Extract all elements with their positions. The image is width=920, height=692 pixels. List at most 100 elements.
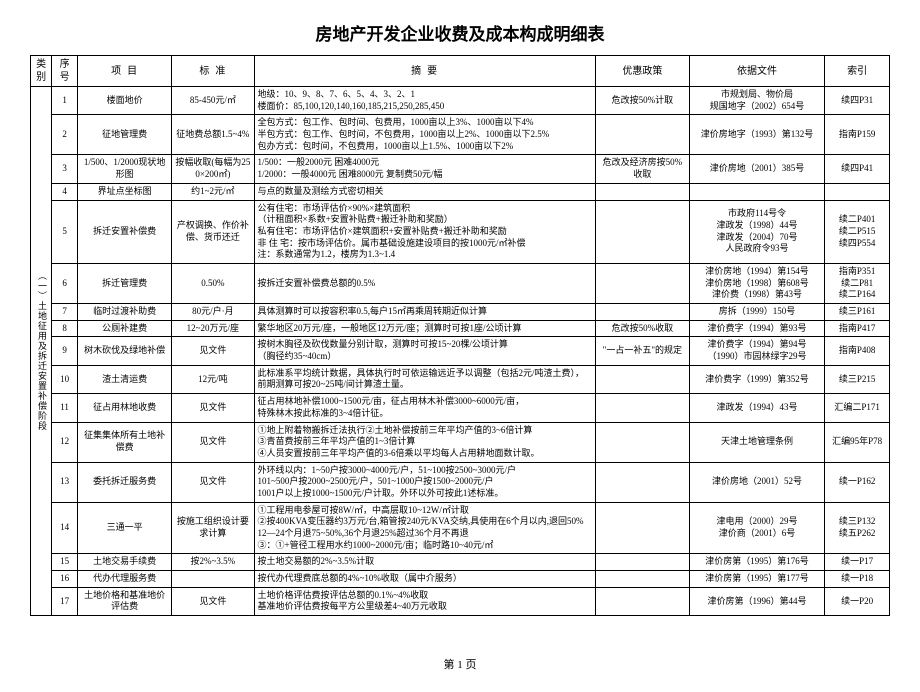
cell-idx: 17: [52, 587, 78, 615]
cell-desc: 具体测算时可以按容积率0.5,每户15㎡再乘周转期近似计算: [254, 304, 595, 321]
cell-desc: ①工程用电参屋可按8W/㎡，中高层取10~12W/㎡计取②按400KVA变压器约…: [254, 502, 595, 554]
cell-ref: 汇编95年P78: [825, 422, 890, 462]
cell-pol: [595, 263, 689, 303]
cell-doc: 津价费字（1994）第93号: [689, 320, 824, 337]
cell-item: 树木砍伐及绿地补偿: [78, 337, 172, 365]
cell-desc: 按土地交易额的2%~3.5%计取: [254, 554, 595, 571]
cell-doc: 津电用（2000）29号津价商（2001）6号: [689, 502, 824, 554]
category-cell: （一）土地征用及拆迁安置补偿阶段: [31, 87, 52, 616]
cell-ref: 指南P417: [825, 320, 890, 337]
cell-idx: 11: [52, 394, 78, 422]
cell-std: [172, 571, 254, 588]
cell-desc: 按树木胸径及砍伐数量分别计取，测算时可按15~20棵/公顷计算（胸径约35~40…: [254, 337, 595, 365]
cell-desc: 征占用林地补偿1000~1500元/亩，征占用林木补偿3000~6000元/亩，…: [254, 394, 595, 422]
table-row: 6拆迁管理费0.50%按拆迁安置补偿费总额的0.5%津价房地（1994）第154…: [31, 263, 890, 303]
cell-std: 见文件: [172, 462, 254, 502]
cell-pol: [595, 587, 689, 615]
cell-pol: 危改按50%收取: [595, 320, 689, 337]
th-desc: 摘要: [254, 56, 595, 87]
cell-doc: 津政发（1994）43号: [689, 394, 824, 422]
cell-doc: 房拆（1999）150号: [689, 304, 824, 321]
cell-doc: 津价房地（2001）385号: [689, 155, 824, 183]
cell-idx: 6: [52, 263, 78, 303]
cell-ref: 续二P401续二P515续四P554: [825, 200, 890, 263]
table-row: 11征占用林地收费见文件征占用林地补偿1000~1500元/亩，征占用林木补偿3…: [31, 394, 890, 422]
table-row: 4界址点坐标图约1~2元/㎡与点的数量及测绘方式密切相关: [31, 183, 890, 200]
cell-ref: 续一P162: [825, 462, 890, 502]
cell-pol: [595, 394, 689, 422]
cell-doc: 津价房第（1995）第176号: [689, 554, 824, 571]
cell-idx: 12: [52, 422, 78, 462]
th-cat: 类别: [31, 56, 52, 87]
page-title: 房地产开发企业收费及成本构成明细表: [30, 20, 890, 45]
cell-item: 界址点坐标图: [78, 183, 172, 200]
cell-item: 代办代理服务费: [78, 571, 172, 588]
table-row: 2征地管理费征地费总额1.5~4%全包方式：包工作、包时间、包费用，1000亩以…: [31, 115, 890, 155]
cell-pol: "一占一补五"的规定: [595, 337, 689, 365]
cell-desc: 公有住宅：市场评估价×90%×建筑面积（计租面积×系数+安置补贴费+搬迁补助和奖…: [254, 200, 595, 263]
cell-pol: [595, 571, 689, 588]
cell-pol: [595, 502, 689, 554]
cell-idx: 2: [52, 115, 78, 155]
cell-idx: 8: [52, 320, 78, 337]
cell-std: 见文件: [172, 394, 254, 422]
cell-idx: 3: [52, 155, 78, 183]
cell-ref: 指南P351续二P81续二P164: [825, 263, 890, 303]
cell-doc: 津价房地字（1993）第132号: [689, 115, 824, 155]
cell-idx: 4: [52, 183, 78, 200]
cell-idx: 13: [52, 462, 78, 502]
cell-std: 见文件: [172, 337, 254, 365]
th-ref: 索引: [825, 56, 890, 87]
cell-item: 三通一平: [78, 502, 172, 554]
cell-std: 12~20万元/座: [172, 320, 254, 337]
table-row: （一）土地征用及拆迁安置补偿阶段1楼面地价85-450元/㎡地级：10、9、8、…: [31, 87, 890, 115]
cell-pol: [595, 422, 689, 462]
cell-doc: 市规划局、物价局规国地字（2002）654号: [689, 87, 824, 115]
cell-ref: 续一P17: [825, 554, 890, 571]
cell-desc: 地级：10、9、8、7、6、5、4、3、2、1楼面价：85,100,120,14…: [254, 87, 595, 115]
cell-item: 拆迁安置补偿费: [78, 200, 172, 263]
table-row: 12征集集体所有土地补偿费见文件①地上附着物搬拆迁法执行②土地补偿按前三年平均产…: [31, 422, 890, 462]
cell-pol: [595, 304, 689, 321]
cell-std: 约1~2元/㎡: [172, 183, 254, 200]
cell-doc: 津价房第（1995）第177号: [689, 571, 824, 588]
table-row: 5拆迁安置补偿费产权调换、作价补偿、货币还迁公有住宅：市场评估价×90%×建筑面…: [31, 200, 890, 263]
table-row: 15土地交易手续费按2%~3.5%按土地交易额的2%~3.5%计取津价房第（19…: [31, 554, 890, 571]
cell-item: 土地价格和基准地价评估费: [78, 587, 172, 615]
cell-item: 公厕补建费: [78, 320, 172, 337]
cell-desc: ①地上附着物搬拆迁法执行②土地补偿按前三年平均产值的3~6倍计算③青苗费按前三年…: [254, 422, 595, 462]
cell-pol: [595, 365, 689, 393]
cell-ref: 续一P18: [825, 571, 890, 588]
cell-idx: 15: [52, 554, 78, 571]
th-doc: 依据文件: [689, 56, 824, 87]
cell-ref: 续一P20: [825, 587, 890, 615]
cell-std: 80元/户·月: [172, 304, 254, 321]
cell-pol: 危改及经济房按50%收取: [595, 155, 689, 183]
cell-idx: 16: [52, 571, 78, 588]
cell-idx: 14: [52, 502, 78, 554]
cell-item: 临时过渡补助费: [78, 304, 172, 321]
table-row: 8公厕补建费12~20万元/座繁华地区20万元/座，一般地区12万元/座；测算时…: [31, 320, 890, 337]
page-footer: 第 1 页: [30, 656, 890, 672]
cell-std: 12元/吨: [172, 365, 254, 393]
cell-desc: 全包方式：包工作、包时间、包费用，1000亩以上3%、1000亩以下4%半包方式…: [254, 115, 595, 155]
cell-ref: 续四P41: [825, 155, 890, 183]
cell-ref: 续四P31: [825, 87, 890, 115]
cell-desc: 按拆迁安置补偿费总额的0.5%: [254, 263, 595, 303]
cell-desc: 外环线以内：1~50户按3000~4000元/户，51~100按2500~300…: [254, 462, 595, 502]
cell-idx: 9: [52, 337, 78, 365]
cell-item: 拆迁管理费: [78, 263, 172, 303]
cell-desc: 1/500：一般2000元 困难4000元1/2000：一般4000元 困难80…: [254, 155, 595, 183]
cell-idx: 1: [52, 87, 78, 115]
cell-pol: [595, 462, 689, 502]
cell-doc: 津价房地（2001）52号: [689, 462, 824, 502]
cell-std: 按2%~3.5%: [172, 554, 254, 571]
cell-doc: 津价房地（1994）第154号津价房地（1998）第608号津价费（1998）第…: [689, 263, 824, 303]
cell-item: 征地管理费: [78, 115, 172, 155]
cell-std: 按施工组织设计要求计算: [172, 502, 254, 554]
cell-ref: 指南P159: [825, 115, 890, 155]
table-row: 16代办代理服务费按代办代理费底总额的4%~10%收取（属中介服务）津价房第（1…: [31, 571, 890, 588]
table-row: 13委托拆迁服务费见文件外环线以内：1~50户按3000~4000元/户，51~…: [31, 462, 890, 502]
fee-table: 类别 序号 项目 标准 摘要 优惠政策 依据文件 索引 （一）土地征用及拆迁安置…: [30, 55, 890, 616]
cell-item: 1/500、1/2000现状地形图: [78, 155, 172, 183]
